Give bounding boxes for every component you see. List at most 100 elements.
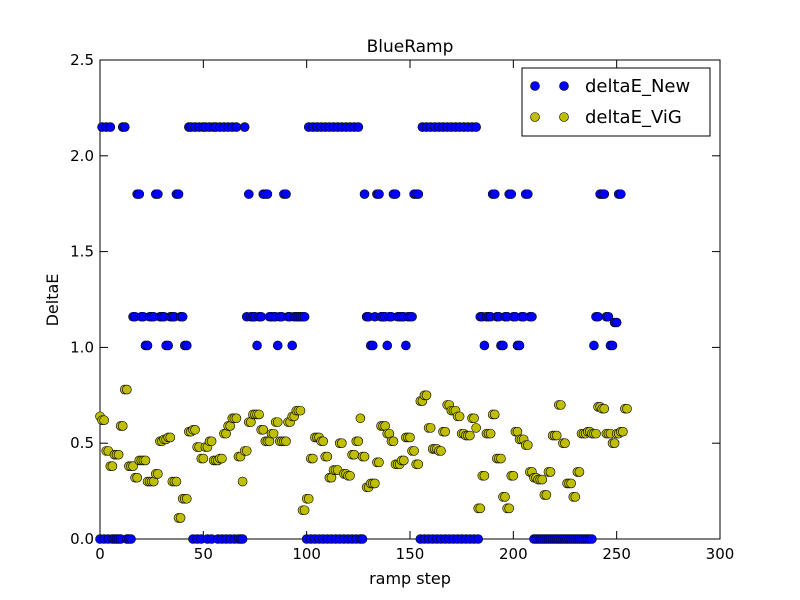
point-deltaE-vig (591, 428, 601, 439)
point-deltaE-vig (479, 470, 490, 481)
x-tick-label: 50 (194, 545, 213, 563)
point-deltaE-vig (405, 432, 415, 443)
point-deltaE-new (262, 189, 273, 199)
point-deltaE-new (498, 340, 508, 351)
point-deltaE-vig (254, 409, 264, 420)
y-tick-label: 1.5 (70, 243, 94, 261)
point-deltaE-new (615, 189, 626, 199)
legend-marker-new-left (530, 81, 540, 91)
point-deltaE-vig (237, 476, 248, 487)
legend-label-new: deltaE_New (585, 76, 690, 97)
point-deltaE-new (134, 189, 145, 199)
legend-box (521, 67, 711, 137)
point-deltaE-vig (353, 436, 364, 447)
point-deltaE-vig (349, 449, 360, 460)
y-tick-label: 2.0 (70, 147, 94, 165)
point-deltaE-new (413, 189, 424, 199)
point-deltaE-vig (469, 413, 479, 424)
point-deltaE-new (607, 340, 618, 351)
point-deltaE-vig (496, 453, 506, 464)
point-deltaE-vig (117, 421, 128, 431)
point-deltaE-new (382, 340, 393, 351)
point-deltaE-vig (409, 446, 419, 456)
y-tick-label: 0.0 (70, 530, 94, 548)
point-deltaE-vig (421, 390, 432, 401)
point-deltaE-vig (128, 461, 138, 471)
point-deltaE-vig (190, 424, 200, 435)
point-deltaE-vig (241, 446, 252, 456)
point-deltaE-vig (299, 505, 310, 516)
legend: deltaE_New deltaE_ViG (521, 67, 711, 137)
point-deltaE-vig (107, 461, 118, 471)
point-deltaE-new (357, 534, 368, 544)
point-deltaE-new (272, 340, 283, 351)
point-deltaE-vig (609, 438, 620, 449)
point-deltaE-vig (217, 453, 227, 464)
point-deltaE-vig (308, 453, 318, 464)
point-deltaE-vig (551, 430, 562, 441)
point-deltaE-new (142, 340, 153, 351)
point-deltaE-vig (545, 467, 556, 477)
legend-label-vig: deltaE_ViG (585, 107, 682, 128)
x-tick-label: 100 (292, 545, 321, 563)
point-deltaE-vig (182, 493, 192, 504)
point-deltaE-vig (425, 423, 436, 433)
point-deltaE-vig (599, 403, 610, 414)
point-deltaE-new (153, 189, 163, 199)
point-deltaE-new (514, 340, 525, 351)
point-deltaE-vig (231, 413, 242, 424)
y-tick-label: 0.5 (70, 434, 94, 452)
point-deltaE-vig (504, 503, 515, 514)
point-deltaE-new (173, 189, 184, 199)
point-deltaE-vig (268, 428, 279, 439)
point-deltaE-vig (132, 472, 142, 483)
point-deltaE-vig (272, 417, 283, 427)
point-deltaE-vig (388, 436, 399, 447)
point-deltaE-vig (500, 492, 510, 502)
point-deltaE-vig (281, 436, 291, 447)
point-deltaE-vig (359, 451, 370, 462)
point-deltaE-vig (140, 455, 151, 466)
point-deltaE-vig (465, 430, 475, 441)
x-tick-label: 250 (602, 545, 631, 563)
point-deltaE-new (231, 122, 242, 132)
axis-ticks: 0 50 100 150 200 250 300 0.0 0.5 1.0 1.5 2.0 2.5 (70, 51, 734, 563)
point-deltaE-new (359, 189, 370, 199)
point-deltaE-vig (171, 476, 182, 487)
point-deltaE-new (479, 340, 490, 351)
x-tick-label: 0 (95, 545, 105, 563)
point-deltaE-vig (336, 438, 347, 449)
y-tick-label: 1.0 (70, 338, 94, 356)
point-deltaE-new (252, 340, 262, 351)
point-deltaE-vig (485, 428, 496, 439)
point-deltaE-vig (489, 409, 500, 420)
chart-title: BlueRamp (367, 37, 454, 57)
point-deltaE-vig (122, 384, 132, 395)
point-deltaE-new (522, 189, 533, 199)
point-deltaE-new (182, 340, 192, 351)
point-deltaE-vig (153, 469, 163, 479)
point-deltaE-vig (322, 451, 333, 462)
point-deltaE-vig (618, 426, 628, 437)
legend-marker-new-right (559, 81, 569, 91)
point-deltaE-new (603, 311, 614, 322)
x-tick-label: 150 (396, 545, 425, 563)
y-tick-label: 2.5 (70, 51, 94, 69)
point-deltaE-new (611, 317, 622, 328)
point-deltaE-vig (370, 478, 380, 489)
x-axis-label: ramp step (369, 569, 451, 588)
data-points (95, 122, 632, 544)
point-deltaE-new (105, 122, 116, 132)
point-deltaE-new (256, 311, 267, 322)
series-deltaE_New (95, 122, 626, 544)
point-deltaE-vig (175, 513, 186, 523)
point-deltaE-new (471, 122, 481, 132)
point-deltaE-vig (560, 438, 570, 449)
point-deltaE-vig (295, 405, 306, 416)
point-deltaE-vig (355, 413, 366, 424)
point-deltaE-vig (436, 446, 446, 456)
point-deltaE-new (489, 189, 500, 199)
point-deltaE-vig (471, 423, 481, 433)
point-deltaE-vig (566, 478, 577, 489)
point-deltaE-new (239, 122, 250, 132)
